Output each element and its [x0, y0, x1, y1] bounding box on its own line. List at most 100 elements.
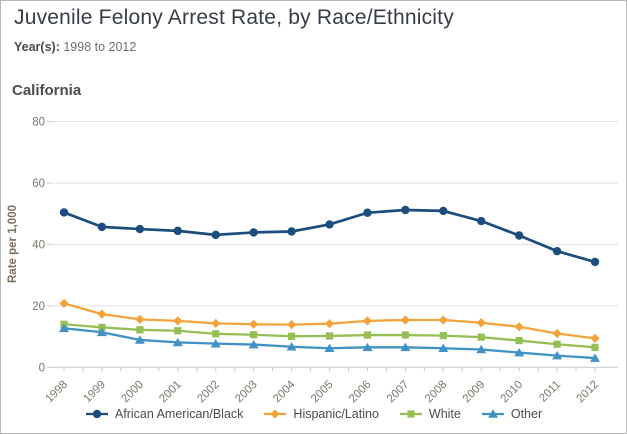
data-point-triangle [248, 339, 259, 349]
data-point-circle [552, 246, 562, 256]
data-point-circle [249, 228, 258, 237]
data-point-circle [287, 227, 296, 236]
data-point-triangle [590, 353, 601, 362]
legend-item-3[interactable]: Other [481, 407, 542, 421]
data-point-circle [590, 257, 600, 267]
triangle-marker-icon [481, 409, 504, 418]
data-point-circle [97, 222, 107, 232]
data-point-triangle [476, 344, 487, 354]
data-point-diamond [362, 316, 373, 326]
circle-marker-icon [85, 409, 108, 419]
x-tick-label: 2002 [195, 379, 222, 406]
data-point-square [553, 340, 561, 348]
line-chart: 0 20 40 60 80 1998 1999 2000 2001 2002 2003 2004 200… [7, 117, 618, 406]
y-tick-label: 80 [32, 117, 45, 129]
data-point-diamond [590, 333, 600, 344]
data-point-diamond [476, 318, 486, 328]
data-point-square [98, 323, 106, 331]
y-tick-label: 20 [32, 301, 45, 313]
data-point-diamond [173, 316, 183, 326]
data-point-diamond [249, 319, 259, 329]
data-point-square [287, 332, 296, 340]
data-point-triangle [324, 343, 335, 353]
data-point-diamond [135, 314, 145, 324]
x-tick-label: 2012 [575, 379, 602, 406]
data-point-triangle [400, 342, 411, 352]
x-tick-label: 1999 [81, 379, 108, 406]
data-point-triangle [362, 342, 373, 352]
data-point-triangle [96, 327, 107, 337]
data-point-diamond [324, 319, 335, 329]
diamond-marker-icon [264, 409, 287, 419]
legend-label: Other [510, 407, 543, 421]
data-point-triangle [134, 335, 145, 344]
years-value: 1998 to 2012 [63, 40, 137, 54]
data-point-square [401, 331, 409, 339]
legend-item-0[interactable]: African American/Black [85, 407, 244, 421]
data-point-circle [325, 220, 334, 229]
data-point-diamond [438, 315, 448, 325]
data-point-square [212, 330, 220, 338]
data-point-diamond [59, 298, 69, 308]
x-tick-label: 2000 [119, 379, 146, 406]
x-tick-label: 2006 [347, 379, 374, 406]
data-point-diamond [400, 315, 410, 325]
legend-label: Hispanic/Latino [293, 407, 379, 421]
legend-item-2[interactable]: White [399, 407, 461, 421]
data-point-square [325, 332, 334, 340]
data-point-triangle [514, 347, 525, 357]
data-point-circle [477, 216, 486, 226]
legend-label: White [428, 407, 461, 421]
years-row: Year(s): 1998 to 2012 [14, 40, 136, 54]
data-point-diamond [286, 319, 297, 330]
data-point-diamond [97, 309, 107, 319]
data-point-square [174, 327, 182, 335]
y-tick-label: 40 [32, 239, 45, 251]
data-point-triangle [172, 337, 183, 347]
page-title: Juvenile Felony Arrest Rate, by Race/Eth… [14, 6, 454, 29]
data-point-circle [173, 226, 182, 236]
x-tick-label: 2004 [271, 378, 298, 405]
data-point-circle [211, 230, 220, 240]
data-point-square [591, 343, 599, 351]
x-tick-label: 2007 [385, 379, 412, 406]
x-tick-label: 2005 [309, 379, 336, 406]
data-point-triangle [210, 339, 221, 348]
data-point-circle [514, 231, 524, 240]
x-tick-label: 2010 [499, 379, 526, 406]
data-point-circle [363, 208, 372, 217]
data-point-square [363, 331, 372, 339]
x-tick-label: 2001 [157, 379, 184, 406]
data-point-circle [401, 205, 410, 215]
y-tick-label: 0 [39, 362, 45, 374]
y-tick-label: 60 [32, 178, 45, 190]
legend-item-1[interactable]: Hispanic/Latino [263, 407, 379, 421]
data-point-square [439, 332, 447, 340]
data-point-triangle [286, 342, 297, 351]
x-tick-label: 2009 [461, 379, 488, 406]
data-point-triangle [438, 343, 449, 353]
data-point-circle [439, 206, 448, 216]
data-point-diamond [552, 328, 562, 339]
years-label: Year(s): [14, 40, 60, 54]
data-point-circle [59, 208, 69, 217]
data-point-square [515, 336, 523, 345]
data-point-diamond [514, 322, 524, 332]
x-tick-label: 2008 [423, 379, 450, 406]
data-point-square [250, 331, 258, 339]
y-axis-title: Rate per 1,000 [7, 205, 19, 283]
data-point-triangle [59, 323, 69, 333]
data-point-diamond [211, 318, 221, 328]
series-3 [59, 323, 601, 362]
legend-label: African American/Black [114, 407, 244, 421]
square-marker-icon [399, 410, 422, 418]
data-point-square [136, 326, 144, 334]
data-point-triangle [552, 351, 563, 360]
data-point-circle [135, 224, 145, 234]
data-point-square [477, 333, 485, 341]
x-tick-label: 2003 [233, 379, 260, 406]
region-heading: California [12, 82, 82, 99]
x-tick-label: 2011 [537, 379, 563, 405]
x-tick-label: 1998 [44, 379, 71, 406]
